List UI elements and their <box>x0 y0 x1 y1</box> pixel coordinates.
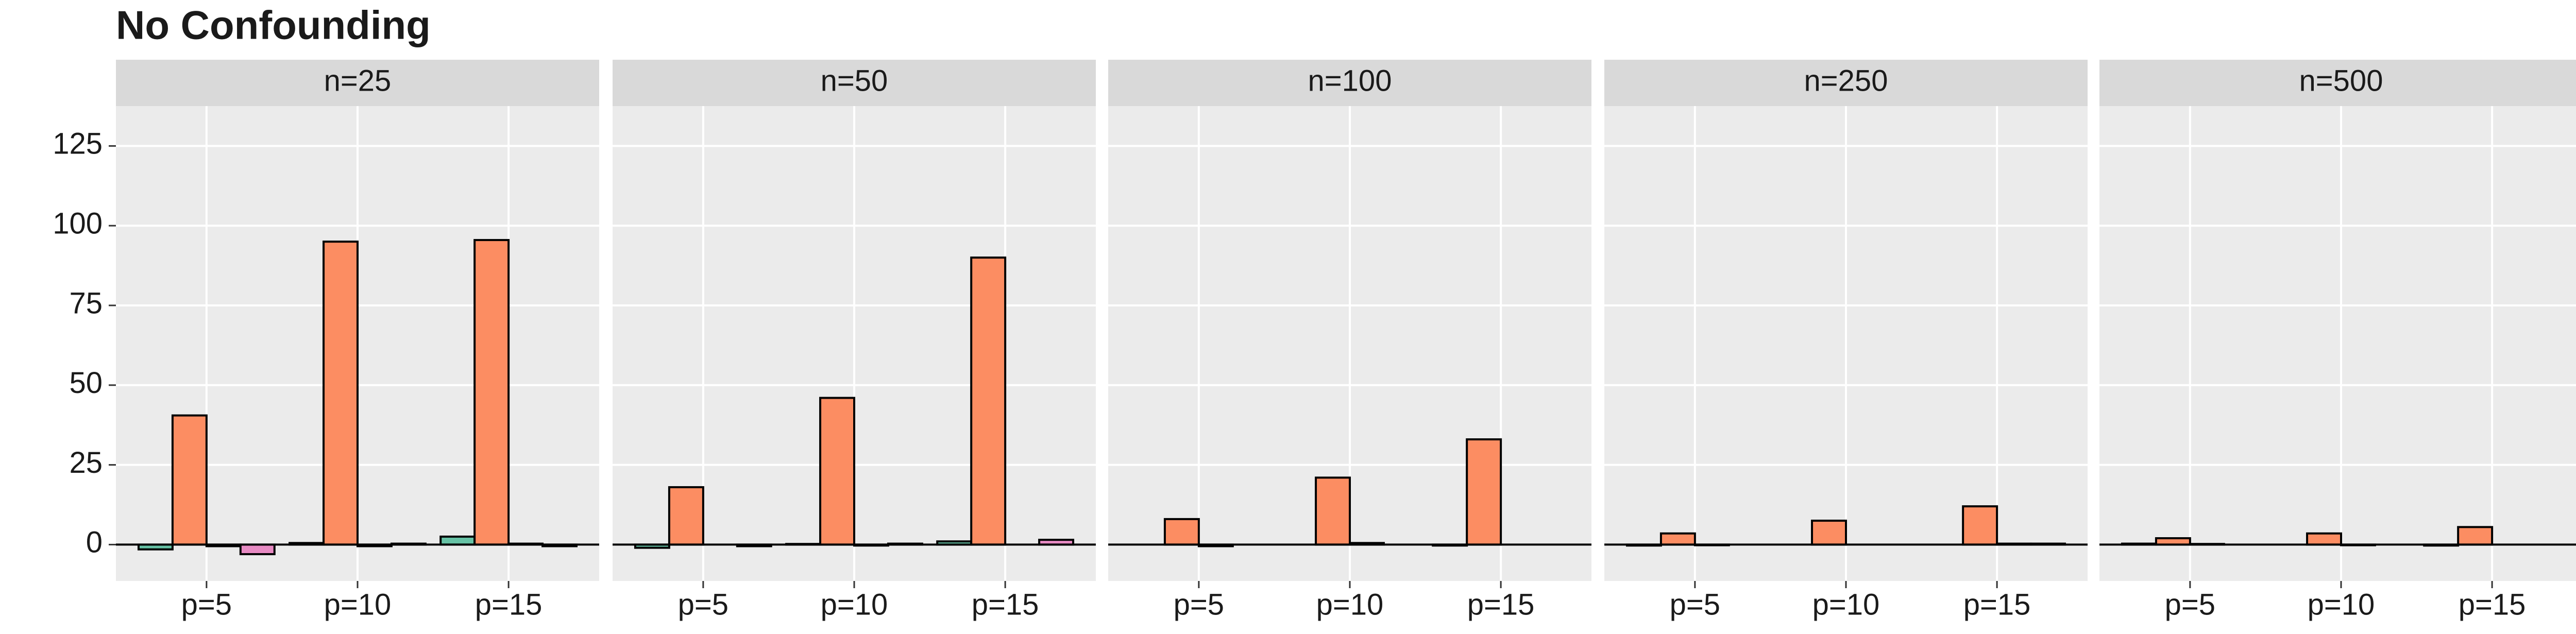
y-tick-label: 0 <box>86 526 103 559</box>
strip <box>1604 60 2088 106</box>
strip-label: n=50 <box>821 64 888 97</box>
strip <box>2099 60 2576 106</box>
bar <box>171 414 208 546</box>
strip <box>116 60 599 106</box>
bar <box>1315 476 1351 546</box>
bar <box>2457 526 2494 546</box>
x-tick-label: p=15 <box>1467 588 1535 621</box>
bar <box>1466 438 1502 546</box>
x-tick-label: p=5 <box>1174 588 1224 621</box>
x-tick-label: p=15 <box>2459 588 2526 621</box>
bar <box>1962 505 1998 546</box>
x-tick-label: p=10 <box>1316 588 1384 621</box>
x-tick-label: p=5 <box>1670 588 1720 621</box>
x-tick-label: p=5 <box>2165 588 2215 621</box>
panel-background <box>2099 106 2576 581</box>
x-tick-label: p=10 <box>2308 588 2375 621</box>
bar <box>323 241 359 546</box>
x-tick-label: p=15 <box>475 588 543 621</box>
bar <box>2306 532 2342 546</box>
y-tick-label: 100 <box>53 207 103 241</box>
x-tick-label: p=5 <box>181 588 232 621</box>
y-tick-label: 125 <box>53 127 103 161</box>
x-tick-label: p=10 <box>1812 588 1880 621</box>
x-tick-label: p=15 <box>1963 588 2031 621</box>
strip <box>1108 60 1591 106</box>
strip-label: n=500 <box>2299 64 2383 97</box>
y-tick-label: 25 <box>69 446 103 479</box>
bar <box>439 535 476 546</box>
y-tick-label: 75 <box>69 286 103 320</box>
bar <box>668 486 704 546</box>
bar <box>239 543 276 555</box>
strip-label: n=250 <box>1804 64 1888 97</box>
bar <box>819 397 855 546</box>
bar <box>970 256 1007 546</box>
bar <box>1163 518 1200 546</box>
y-tick-label: 50 <box>69 366 103 400</box>
strip-label: n=25 <box>324 64 392 97</box>
x-tick-label: p=10 <box>821 588 888 621</box>
chart-title: No Confounding <box>116 3 431 48</box>
bar <box>1659 532 1696 546</box>
strip-label: n=100 <box>1308 64 1392 97</box>
x-tick-label: p=15 <box>972 588 1039 621</box>
bar <box>473 239 510 546</box>
strip <box>613 60 1096 106</box>
x-tick-label: p=10 <box>324 588 392 621</box>
x-tick-label: p=5 <box>678 588 728 621</box>
bar <box>1811 519 1847 546</box>
